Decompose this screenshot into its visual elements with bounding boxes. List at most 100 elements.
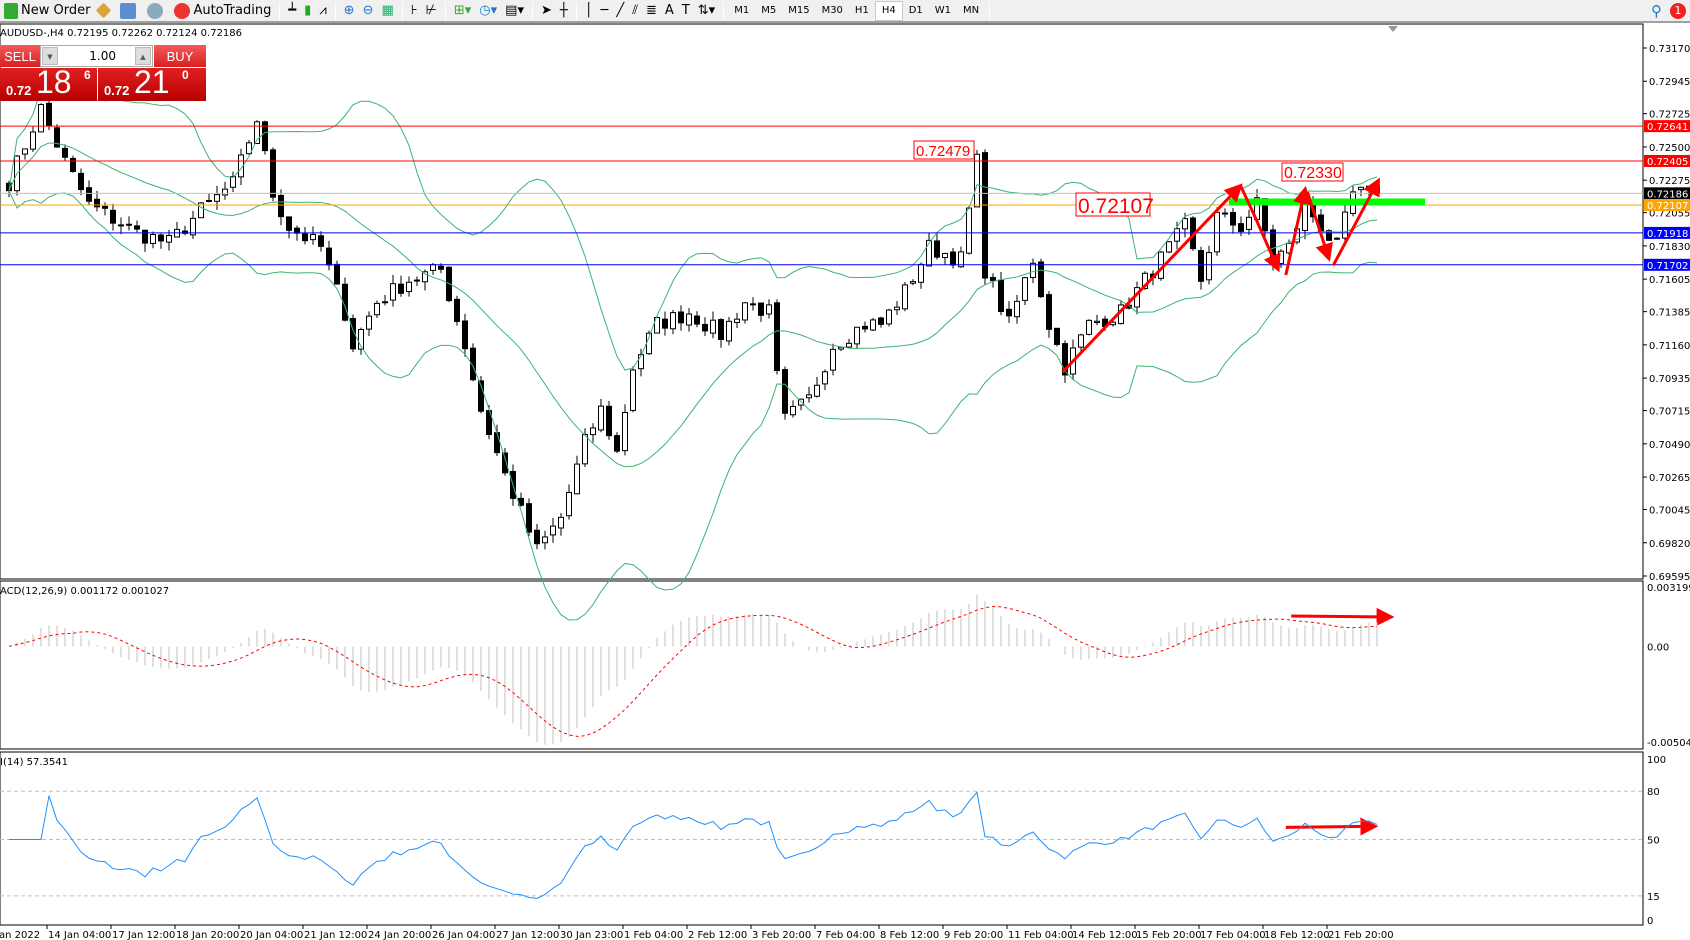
time-label: 18 Feb 12:00 — [1264, 930, 1330, 940]
horizontal-line-button[interactable]: ─ — [600, 3, 609, 18]
time-label: 18 Jan 20:00 — [176, 930, 239, 940]
sell-price-button[interactable]: 0.72 18 6 — [0, 64, 97, 101]
candle-body — [414, 279, 420, 282]
price-level-tag-label: 0.71702 — [1647, 261, 1688, 272]
candle-body — [1230, 211, 1236, 226]
candle-body — [822, 371, 828, 385]
time-label: 7 Feb 04:00 — [816, 930, 875, 940]
channel-button[interactable]: ⫽ — [632, 3, 639, 18]
time-label: 2 Feb 12:00 — [688, 930, 747, 940]
trendline-button[interactable]: ╱ — [616, 3, 625, 18]
candle-body — [550, 525, 556, 536]
candle-body — [270, 149, 276, 198]
lot-increase-button[interactable]: ▲ — [135, 47, 151, 65]
candle-body — [998, 279, 1004, 312]
candle-body — [422, 271, 428, 283]
time-label: 26 Jan 04:00 — [432, 930, 495, 940]
notifications-icon[interactable]: 1 — [1666, 1, 1690, 21]
lot-size-input[interactable]: ▼ 1.00 ▲ — [40, 45, 153, 67]
separator — [444, 1, 446, 20]
sell-button[interactable]: SELL — [0, 45, 40, 67]
candle-body — [614, 435, 620, 452]
autoscroll-button[interactable]: ⊦ — [410, 3, 418, 18]
timeframe-m5[interactable]: M5 — [761, 5, 777, 16]
arrows-button[interactable]: ⇅▾ — [697, 3, 716, 18]
time-label: 27 Jan 12:00 — [496, 930, 559, 940]
candle-body — [22, 148, 28, 155]
time-label: 14 Feb 12:00 — [1072, 930, 1138, 940]
candle-body — [1030, 262, 1036, 279]
candle-body — [1086, 319, 1092, 335]
line-chart-button[interactable]: ⩘ — [319, 3, 327, 18]
crosshair-button[interactable]: ┼ — [559, 3, 568, 18]
candle-body — [734, 318, 740, 323]
lot-decrease-button[interactable]: ▼ — [42, 47, 58, 65]
fibonacci-button[interactable]: ≣ — [646, 3, 657, 18]
candle-body — [150, 234, 156, 244]
candle-body — [694, 315, 700, 325]
timeframe-bar: M1 M5 M15 M30 H1 H4 D1 W1 MN — [728, 0, 985, 21]
text-label-button[interactable]: T — [681, 3, 690, 18]
candle-body — [470, 347, 476, 381]
macd-signal-line — [8, 606, 1378, 737]
cursor-button[interactable]: ➤ — [540, 3, 552, 18]
candle-body — [1214, 211, 1220, 253]
price-annotation-box — [1281, 162, 1344, 182]
buy-button[interactable]: BUY — [154, 45, 206, 67]
price-level-tag-label: 0.72405 — [1647, 157, 1688, 168]
autotrading-button[interactable]: AutoTrading — [170, 1, 275, 21]
separator — [279, 1, 281, 20]
candle-body — [910, 281, 916, 284]
time-label: 3 Feb 20:00 — [752, 930, 811, 940]
timeframe-m1[interactable]: M1 — [734, 5, 750, 16]
rsi-tick-label: 15 — [1647, 892, 1660, 903]
candle-body — [774, 302, 780, 372]
zoom-out-button[interactable]: ⊖ — [362, 3, 374, 18]
rsi-panel — [0, 751, 1644, 926]
navigator-button[interactable] — [116, 1, 143, 21]
candle-body — [366, 315, 372, 330]
templates-button[interactable]: ▤▾ — [505, 3, 524, 18]
main-chart-panel — [0, 23, 1644, 580]
candle-body — [118, 224, 124, 227]
vertical-line-button[interactable]: │ — [584, 3, 593, 18]
indicators-button[interactable]: ⊞▾ — [453, 3, 472, 18]
candle-body — [886, 309, 892, 325]
candle-body — [1222, 212, 1228, 215]
timeframe-mn[interactable]: MN — [963, 5, 980, 16]
candle-body — [990, 276, 996, 282]
price-annotation-box — [913, 140, 975, 160]
time-label: 15 Feb 20:00 — [1136, 930, 1202, 940]
price-tick-label: 0.70045 — [1649, 506, 1690, 517]
candle-body — [1062, 343, 1068, 376]
time-label: 8 Feb 12:00 — [880, 930, 939, 940]
one-click-trading-panel: SELL ▼ 1.00 ▲ BUY 0.72 18 6 0.72 21 0 — [0, 45, 206, 101]
price-tick-label: 0.71830 — [1649, 242, 1690, 253]
text-button[interactable]: A — [664, 3, 674, 18]
chart-shift-button[interactable]: ⊬ — [425, 3, 437, 18]
price-tick-label: 0.70490 — [1649, 440, 1690, 451]
search-icon[interactable]: ⚲ — [1651, 1, 1662, 20]
timeframe-h4[interactable]: H4 — [874, 0, 903, 21]
timeframe-w1[interactable]: W1 — [934, 5, 952, 16]
candle-body — [374, 302, 380, 316]
candle-body — [630, 369, 636, 411]
timeframe-h1[interactable]: H1 — [854, 5, 869, 16]
timeframe-d1[interactable]: D1 — [908, 5, 923, 16]
bar-chart-button[interactable]: ┷ — [288, 3, 297, 18]
timeframe-m30[interactable]: M30 — [821, 5, 843, 16]
price-tick-label: 0.70265 — [1649, 473, 1690, 484]
signals-button[interactable] — [143, 1, 170, 21]
candlestick-button[interactable]: ▮ — [304, 3, 312, 18]
time-label: 30 Jan 23:00 — [560, 930, 623, 940]
periods-button[interactable]: ◷▾ — [479, 3, 498, 18]
tile-windows-button[interactable]: ▦ — [381, 3, 394, 18]
candle-body — [1366, 185, 1372, 188]
timeframe-m15[interactable]: M15 — [788, 5, 810, 16]
new-order-button[interactable]: New Order — [0, 1, 94, 21]
zoom-in-button[interactable]: ⊕ — [343, 3, 355, 18]
candle-body — [190, 217, 196, 236]
price-level-tag — [1644, 154, 1690, 167]
buy-price-button[interactable]: 0.72 21 0 — [98, 64, 206, 101]
